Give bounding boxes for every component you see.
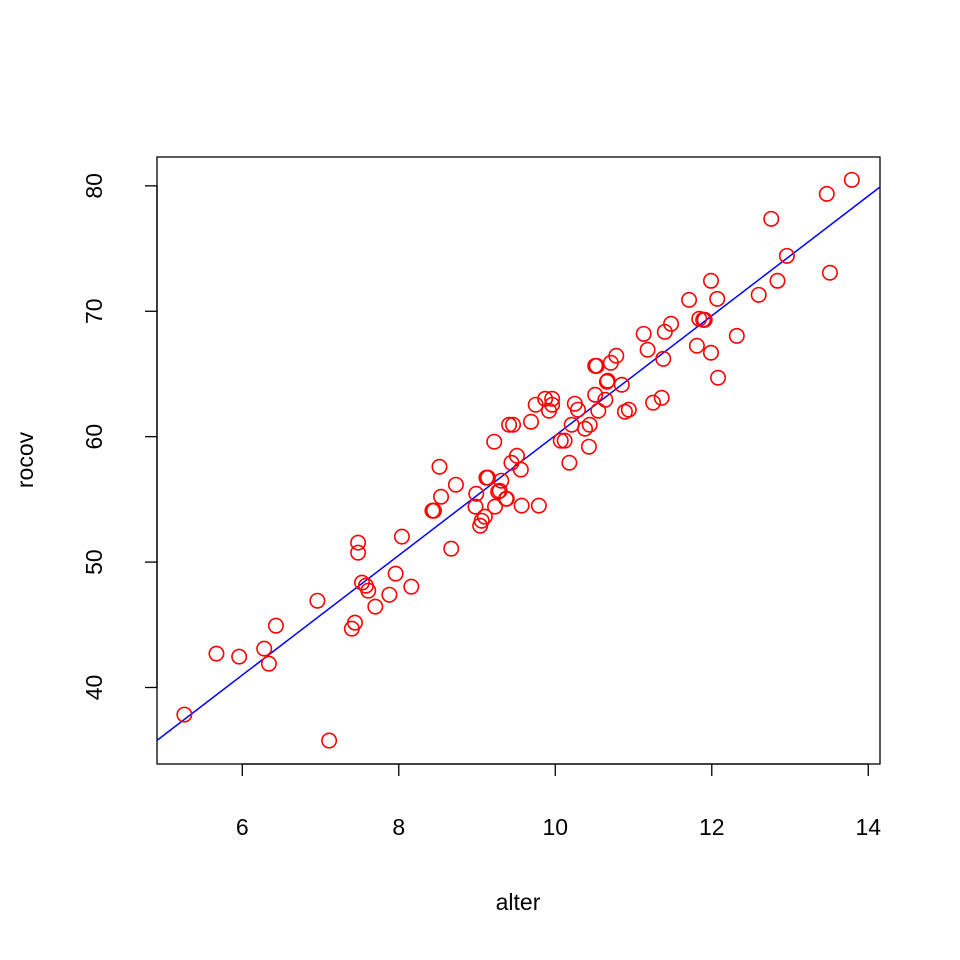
data-point — [486, 433, 503, 450]
data-point — [447, 476, 464, 493]
data-point — [663, 315, 680, 332]
x-axis: 6 8 10 12 14 — [236, 763, 881, 840]
y-tick-label: 40 — [81, 675, 107, 701]
data-point — [544, 396, 561, 413]
data-point — [608, 347, 625, 364]
data-point — [702, 272, 719, 289]
data-point — [433, 488, 450, 505]
data-point — [556, 432, 573, 449]
data-point — [561, 454, 578, 471]
data-point — [443, 540, 460, 557]
data-point — [635, 325, 652, 342]
data-point — [321, 732, 338, 749]
data-point — [653, 389, 670, 406]
data-point — [688, 337, 705, 354]
data-point — [769, 272, 786, 289]
data-point — [696, 311, 713, 328]
data-point — [552, 432, 569, 449]
y-axis: 40 50 60 70 80 — [81, 173, 158, 701]
data-point — [346, 614, 363, 631]
data-point — [431, 458, 448, 475]
data-point — [728, 327, 745, 344]
data-point — [381, 586, 398, 603]
data-point — [231, 648, 248, 665]
data-point — [467, 498, 484, 515]
data-point — [544, 390, 561, 407]
data-point — [498, 490, 515, 507]
data-point — [702, 344, 719, 361]
data-point — [468, 485, 485, 502]
data-point — [360, 582, 377, 599]
data-point — [208, 645, 225, 662]
data-point — [350, 544, 367, 561]
data-point — [473, 512, 490, 529]
data-point — [681, 291, 698, 308]
data-point — [655, 350, 672, 367]
data-point — [710, 369, 727, 386]
data-point — [821, 264, 838, 281]
data-point — [387, 565, 404, 582]
y-tick-label: 70 — [81, 298, 107, 324]
data-point — [256, 640, 273, 657]
data-point — [403, 578, 420, 595]
y-tick-label: 80 — [81, 173, 107, 199]
data-point — [176, 706, 193, 723]
data-point — [530, 497, 547, 514]
data-point — [763, 210, 780, 227]
data-point — [778, 247, 795, 264]
data-point — [367, 598, 384, 615]
data-point — [580, 438, 597, 455]
data-point — [563, 416, 580, 433]
data-point — [487, 498, 504, 515]
points-group — [176, 171, 860, 749]
data-point — [512, 461, 529, 478]
data-point — [620, 401, 637, 418]
data-point — [599, 372, 616, 389]
data-point — [709, 290, 726, 307]
data-point — [476, 508, 493, 525]
data-point — [597, 391, 614, 408]
data-point — [505, 416, 522, 433]
x-tick-label: 14 — [855, 814, 881, 840]
data-point — [260, 655, 277, 672]
data-point — [750, 286, 767, 303]
data-point — [527, 396, 544, 413]
data-point — [587, 386, 604, 403]
data-point — [267, 617, 284, 634]
data-point — [645, 394, 662, 411]
data-point — [577, 420, 594, 437]
y-tick-label: 60 — [81, 424, 107, 450]
y-axis-title: rocov — [12, 431, 38, 488]
x-tick-label: 8 — [392, 814, 405, 840]
data-point — [309, 592, 326, 609]
x-tick-label: 12 — [699, 814, 725, 840]
y-tick-label: 50 — [81, 549, 107, 575]
data-point — [393, 528, 410, 545]
data-point — [639, 341, 656, 358]
x-tick-label: 6 — [236, 814, 249, 840]
x-axis-title: alter — [496, 889, 541, 915]
data-point — [350, 534, 367, 551]
data-point — [354, 574, 371, 591]
data-point — [425, 502, 442, 519]
x-tick-label: 10 — [542, 814, 568, 840]
data-point — [613, 376, 630, 393]
data-point — [513, 497, 530, 514]
data-point — [590, 402, 607, 419]
data-point — [501, 416, 518, 433]
data-point — [493, 472, 510, 489]
data-point — [818, 185, 835, 202]
data-point — [656, 323, 673, 340]
data-point — [581, 416, 598, 433]
data-point — [569, 401, 586, 418]
data-point — [523, 413, 540, 430]
data-point — [843, 171, 860, 188]
